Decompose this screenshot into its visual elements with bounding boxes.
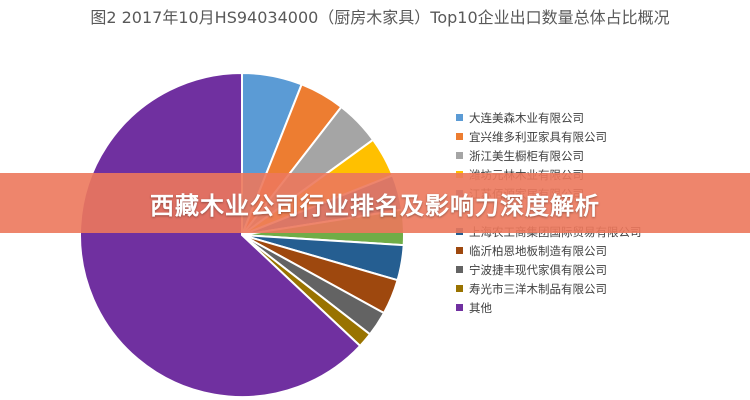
legend-swatch [456,114,463,121]
legend-item: 宜兴维多利亚家具有限公司 [456,127,642,146]
headline-banner: 西藏木业公司行业排名及影响力深度解析 [0,173,750,233]
chart-title: 图2 2017年10月HS94034000（厨房木家具）Top10企业出口数量总… [90,8,670,27]
legend-label: 其他 [469,300,492,315]
legend-item: 寿光市三洋木制品有限公司 [456,279,642,298]
legend-label: 寿光市三洋木制品有限公司 [469,281,607,296]
legend-item: 浙江美生橱柜有限公司 [456,146,642,165]
legend-swatch [456,247,463,254]
legend-swatch [456,152,463,159]
legend-item: 大连美森木业有限公司 [456,108,642,127]
legend-label: 大连美森木业有限公司 [469,110,584,125]
legend-swatch [456,304,463,311]
legend-label: 宜兴维多利亚家具有限公司 [469,129,607,144]
legend-swatch [456,266,463,273]
legend-label: 浙江美生橱柜有限公司 [469,148,584,163]
legend-swatch [456,285,463,292]
pie-slice-11 [79,71,362,398]
legend-item: 其他 [456,298,642,317]
legend-swatch [456,133,463,140]
legend-item: 宁波捷丰现代家俱有限公司 [456,260,642,279]
headline-text: 西藏木业公司行业排名及影响力深度解析 [150,191,600,220]
legend-label: 宁波捷丰现代家俱有限公司 [469,262,607,277]
legend-item: 临沂柏恩地板制造有限公司 [456,241,642,260]
legend-label: 临沂柏恩地板制造有限公司 [469,243,607,258]
